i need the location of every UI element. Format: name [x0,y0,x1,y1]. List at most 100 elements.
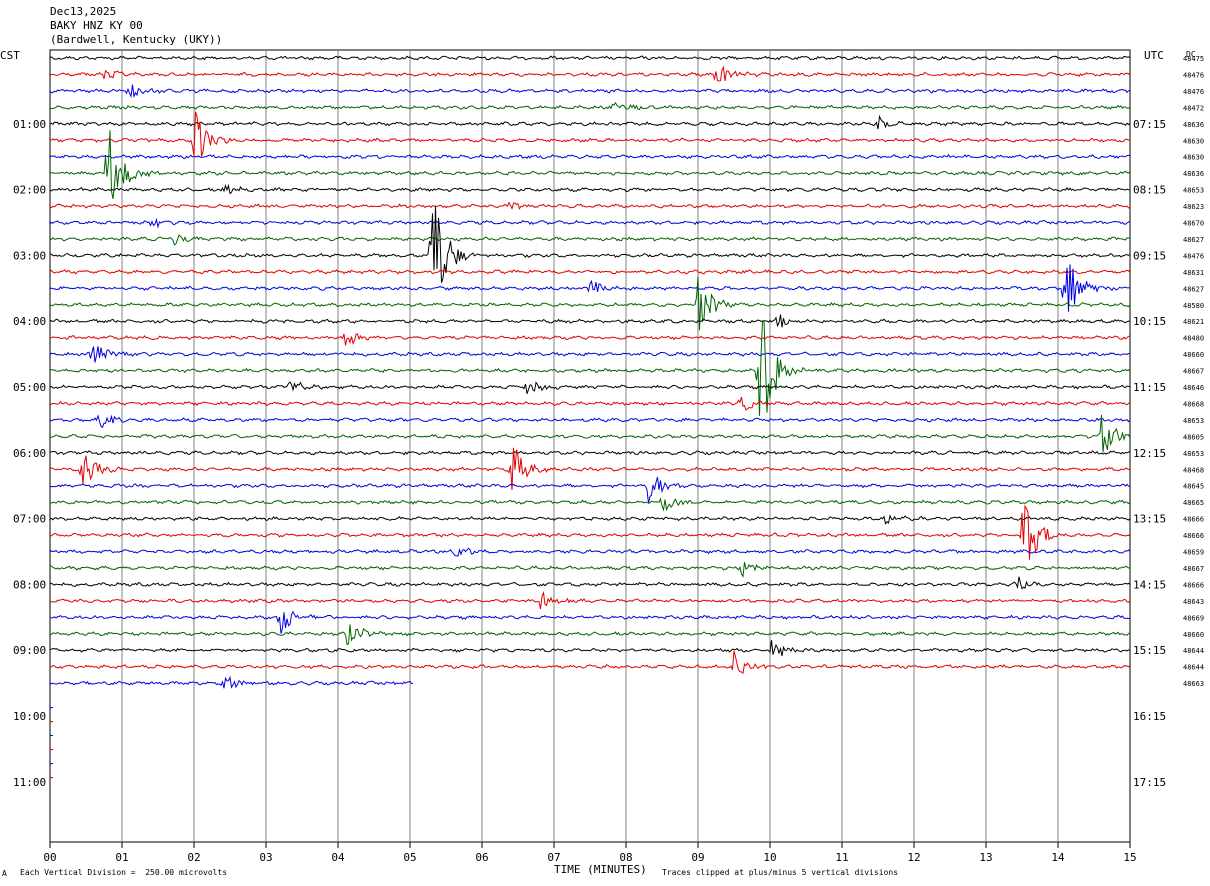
hour-label-utc: 15:15 [1133,644,1166,657]
trace-line-21 [49,396,1131,411]
trace-line-3 [49,101,1131,111]
trace-line-10 [49,217,1131,229]
x-tick-label-02: 02 [187,851,200,864]
hour-label-cst: 09:00 [13,644,46,657]
trace-line-26 [49,476,1131,504]
hour-label-cst: 01:00 [13,118,46,131]
trace-line-32 [49,576,1131,590]
trace-line-31 [50,562,1131,578]
dc-offset-label: 48605 [1183,433,1204,441]
trace-line-23 [49,414,1131,453]
dc-offset-label: 48468 [1183,466,1204,474]
hour-label-utc: 09:15 [1133,249,1166,262]
hour-label-cst: 07:00 [13,513,46,526]
trace-line-25 [49,447,1131,491]
trace-line-5 [49,111,1131,157]
dc-offset-label: 48643 [1183,598,1204,606]
hour-label-utc: 16:15 [1133,710,1166,723]
station-location: (Bardwell, Kentucky (UKY)) [50,33,223,46]
dc-offset-label: 48476 [1183,252,1204,260]
dc-offset-label: 48669 [1183,614,1204,622]
trace-line-38 [49,675,414,689]
x-tick-label-08: 08 [619,851,632,864]
dc-offset-label: 48646 [1183,384,1204,392]
x-tick-label-03: 03 [259,851,272,864]
trace-line-16 [49,314,1131,328]
hour-label-cst: 05:00 [13,381,46,394]
dc-offset-label: 48472 [1183,104,1204,112]
trace-line-2 [49,84,1130,99]
trace-line-17 [49,333,1131,346]
dc-offset-label: 48660 [1183,631,1204,639]
plot-date: Dec13,2025 [50,5,117,18]
x-tick-label-00: 00 [43,851,56,864]
hour-label-cst: 08:00 [13,578,46,591]
left-timezone-label: CST [0,49,20,62]
plot-frame [49,49,1131,843]
hour-label-cst: 04:00 [13,315,46,328]
hour-label-utc: 17:15 [1133,776,1166,789]
trace-line-20 [49,381,1131,394]
trace-line-28 [49,514,1131,525]
x-tick-label-10: 10 [763,851,776,864]
dc-offset-label: 48663 [1183,680,1204,688]
hour-label-utc: 08:15 [1133,184,1166,197]
dc-offset-label: 48476 [1183,88,1204,96]
dc-offset-label: 48631 [1183,269,1204,277]
dc-offset-label: 48653 [1183,187,1204,195]
trace-line-13 [49,269,1131,275]
trace-line-4 [49,114,1131,130]
x-tick-label-11: 11 [835,851,848,864]
x-tick-label-07: 07 [547,851,560,864]
dc-offset-label: 48636 [1183,121,1204,129]
dc-offset-label: 48660 [1183,351,1204,359]
right-timezone-label: UTC [1144,49,1164,62]
x-axis-title: TIME (MINUTES) [554,863,647,876]
trace-line-15 [49,276,1131,331]
trace-line-18 [49,346,1131,363]
trace-line-34 [49,610,1131,634]
dc-offset-label: 48480 [1183,335,1204,343]
trace-line-6 [49,153,1130,160]
dc-offset-label: 48665 [1183,499,1204,507]
clipping-note: Traces clipped at plus/minus 5 vertical … [662,868,899,877]
hour-label-utc: 11:15 [1133,381,1166,394]
trace-line-8 [49,183,1131,195]
trace-line-22 [49,414,1131,429]
dc-offset-label: 48653 [1183,417,1204,425]
x-tick-label-09: 09 [691,851,704,864]
dc-offset-label: 48644 [1183,664,1204,672]
x-tick-label-04: 04 [331,851,345,864]
vertical-division-note: Each Vertical Division = 250.00 microvol… [20,868,228,877]
trace-line-36 [49,640,1131,657]
dc-offset-label: 48666 [1183,532,1204,540]
dc-offset-label: 48636 [1183,170,1204,178]
hour-label-utc: 07:15 [1133,118,1166,131]
dc-offset-label: 48630 [1183,154,1204,162]
trace-line-35 [49,624,1131,646]
dc-offset-label: 48670 [1183,220,1204,228]
hour-label-cst: 02:00 [13,184,46,197]
station-code: BAKY HNZ KY 00 [50,19,143,32]
dc-offset-label: 48475 [1183,55,1204,63]
trace-line-11 [49,234,1131,246]
hour-label-utc: 14:15 [1133,578,1166,591]
dc-offset-label: 48666 [1183,581,1204,589]
x-tick-label-12: 12 [907,851,920,864]
hour-label-cst: 10:00 [13,710,46,723]
trace-line-1 [49,65,1131,82]
trace-line-33 [49,590,1131,610]
dc-offset-label: 48476 [1183,71,1204,79]
trace-line-9 [49,201,1131,211]
trace-line-27 [49,497,1131,512]
hour-label-utc: 13:15 [1133,513,1166,526]
hour-label-cst: 11:00 [13,776,46,789]
trace-line-30 [49,547,1131,557]
dc-offset-label: 48627 [1183,285,1204,293]
footer-mark: A [2,869,7,878]
trace-line-14 [49,264,1131,312]
x-tick-label-15: 15 [1123,851,1136,864]
x-tick-label-05: 05 [403,851,416,864]
trace-line-24 [49,450,1131,456]
